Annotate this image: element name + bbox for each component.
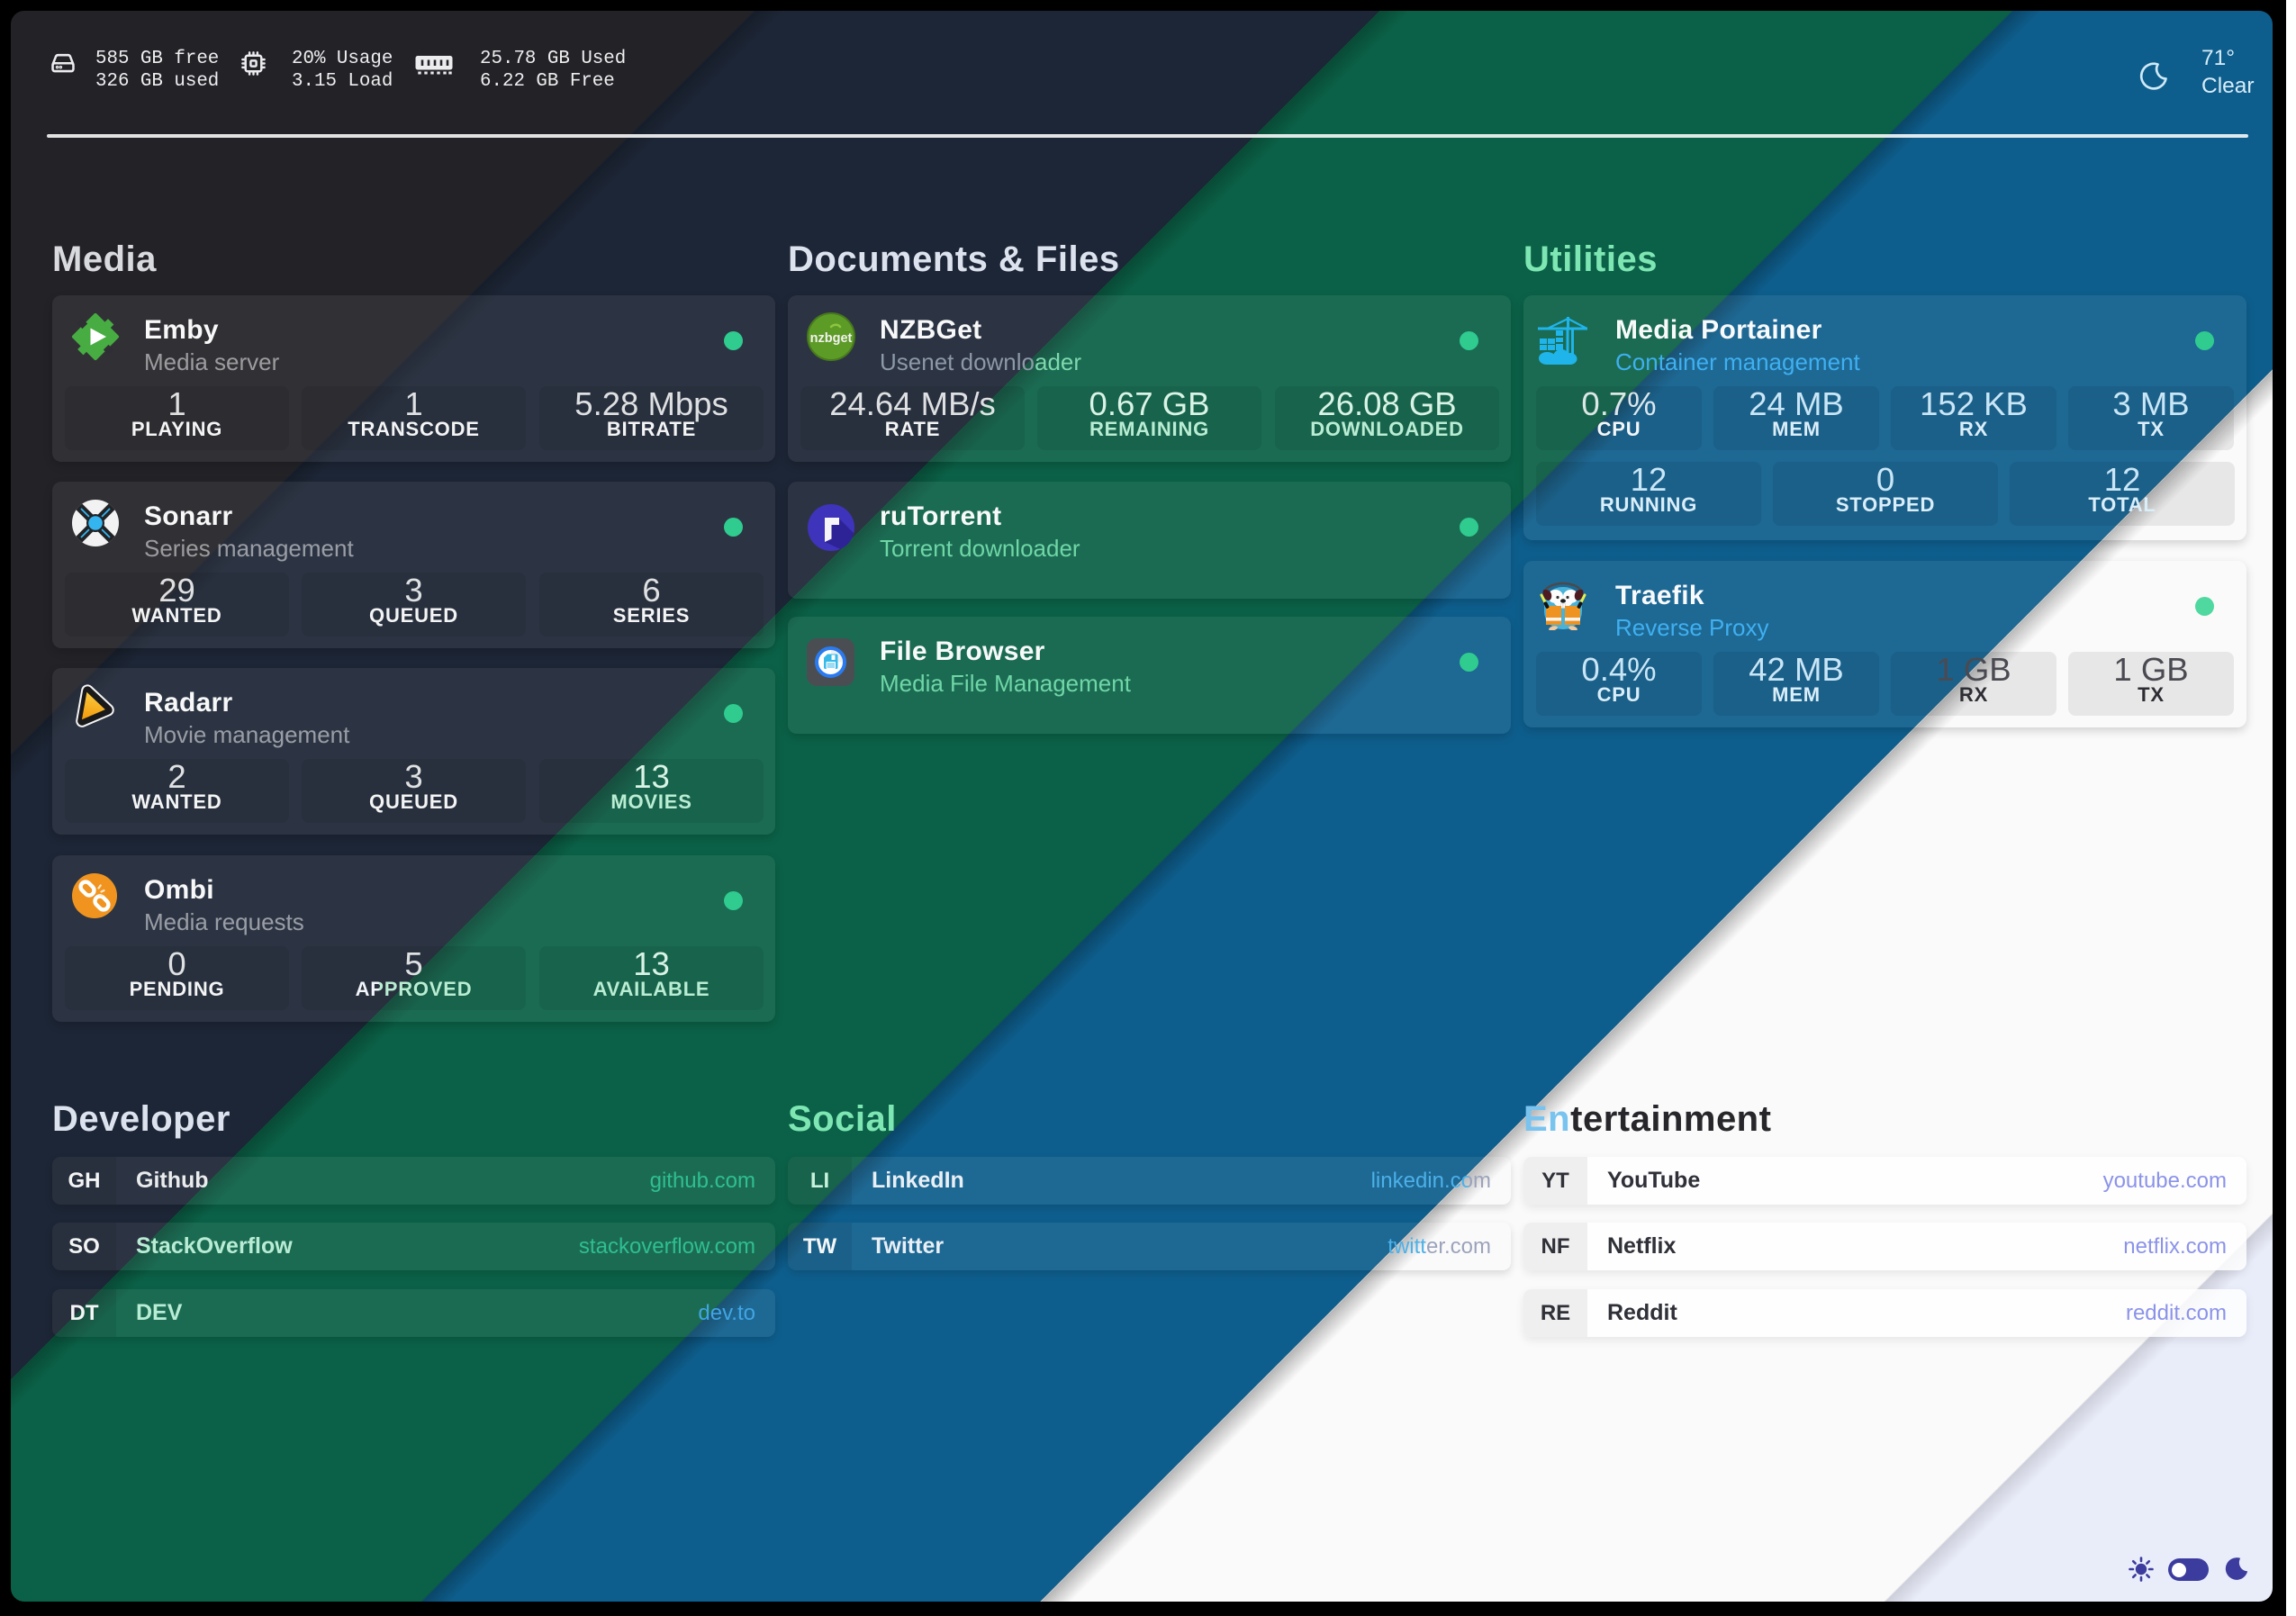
svg-text:nzbget: nzbget bbox=[810, 331, 853, 346]
